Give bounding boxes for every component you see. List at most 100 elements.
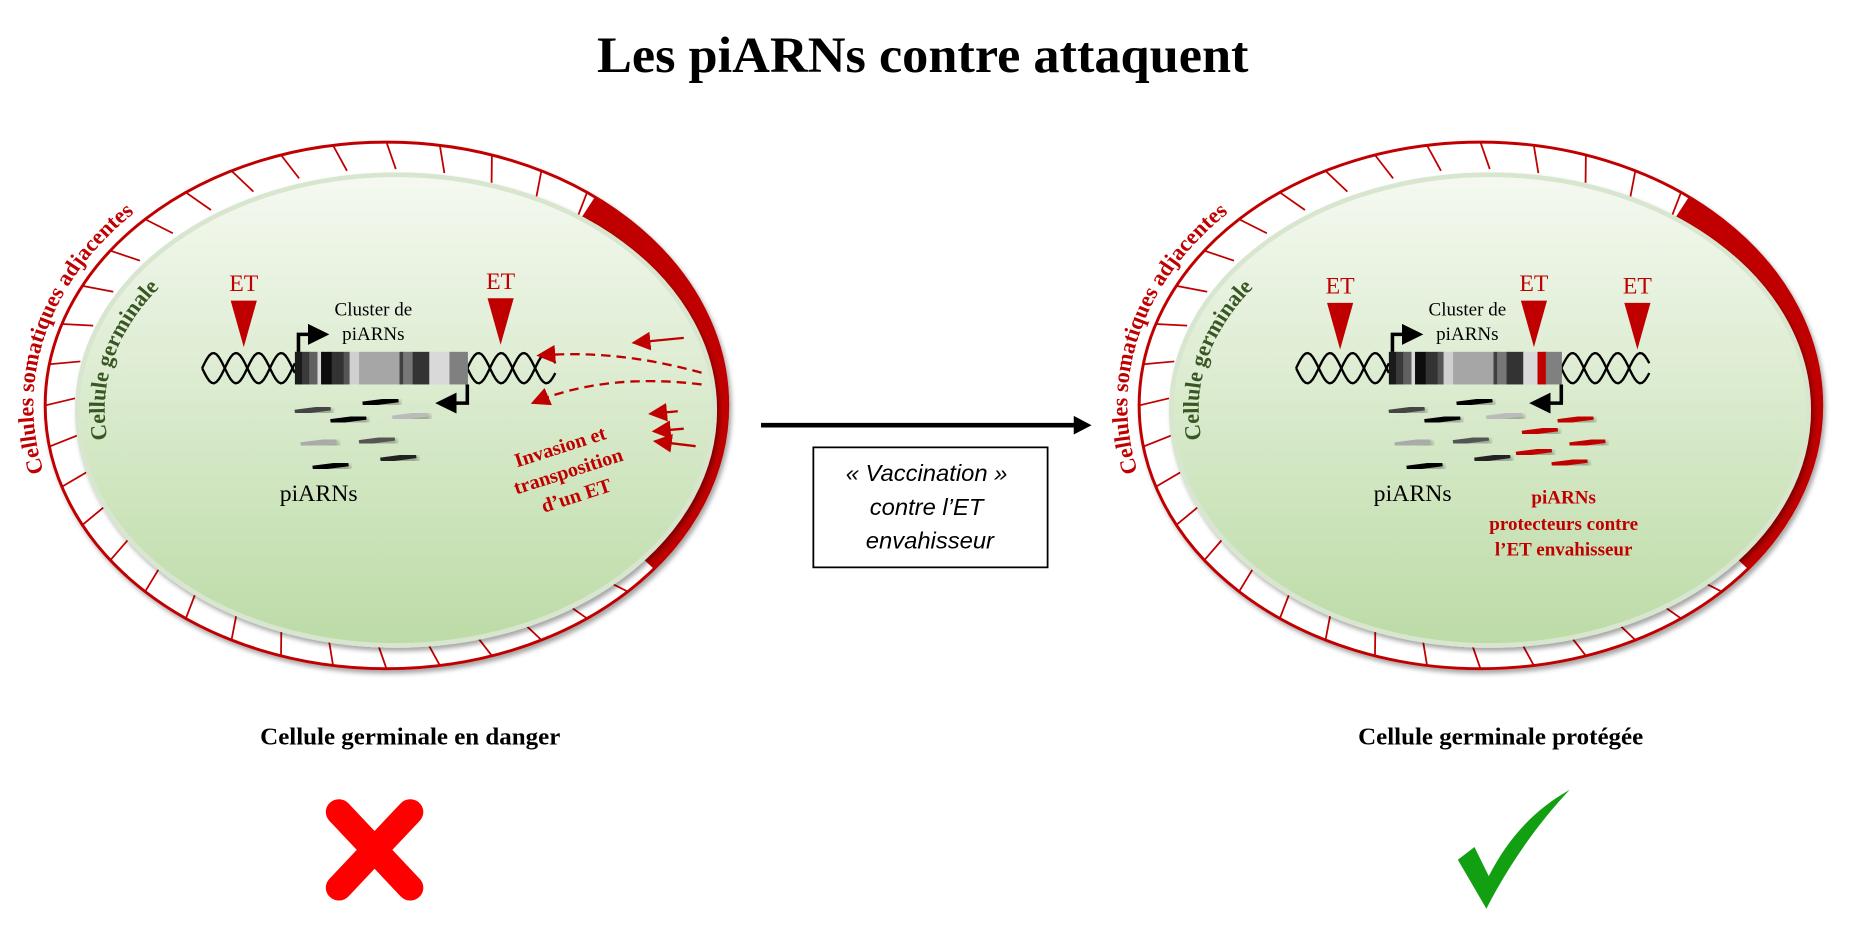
dna-strand bbox=[1295, 351, 1390, 385]
somatic-cell-divider bbox=[280, 154, 300, 179]
somatic-cell-divider bbox=[185, 592, 197, 619]
cluster-segment bbox=[1497, 351, 1508, 385]
cluster-segment bbox=[1437, 351, 1445, 385]
somatic-cell-divider bbox=[44, 397, 76, 407]
pirna-fragment bbox=[1456, 396, 1493, 407]
green-check-icon bbox=[1457, 789, 1570, 909]
cluster-segment bbox=[1493, 351, 1498, 385]
cluster-label-line-1: Cluster de bbox=[335, 300, 413, 321]
somatic-cell-divider bbox=[1155, 323, 1188, 327]
somatic-cell-divider bbox=[1176, 285, 1208, 293]
somatic-cell-divider bbox=[82, 285, 114, 293]
somatic-cell-divider bbox=[1175, 505, 1200, 526]
somatic-cell-divider bbox=[1203, 538, 1224, 561]
red-x-icon bbox=[325, 799, 424, 901]
cluster-segment bbox=[343, 351, 351, 385]
somatic-cell-divider bbox=[1374, 154, 1394, 179]
et-label: ET bbox=[1326, 274, 1355, 300]
right-arrow-head bbox=[1073, 415, 1092, 435]
et-insertion-marker-icon bbox=[487, 298, 514, 345]
cluster-segment bbox=[309, 351, 319, 385]
somatic-cell-divider bbox=[1279, 592, 1291, 619]
pirna-fragment bbox=[312, 461, 349, 471]
pirna-fragment bbox=[1452, 435, 1490, 446]
cluster-segment bbox=[321, 351, 333, 385]
pirna-label: piARNs bbox=[1374, 481, 1452, 507]
et-label: ET bbox=[1623, 274, 1652, 300]
new-et-insertion-segment bbox=[1537, 351, 1546, 385]
cluster-segment bbox=[429, 351, 451, 385]
vaccination-box bbox=[812, 446, 1049, 569]
germ-cell bbox=[1168, 172, 1812, 648]
cluster-segment bbox=[331, 351, 345, 385]
cluster-segment bbox=[449, 351, 468, 385]
vaccination-line-2: contre l’ET bbox=[870, 494, 985, 520]
invasion-arrow-icon bbox=[651, 420, 684, 440]
somatic-cell-divider bbox=[1155, 470, 1182, 488]
cluster-segment bbox=[403, 351, 414, 385]
somatic-cell-divider bbox=[1279, 191, 1306, 211]
cluster-segment bbox=[1425, 351, 1439, 385]
pirna-fragment bbox=[380, 452, 417, 463]
somatic-cell-divider bbox=[61, 470, 88, 488]
left-caption: Cellule germinale en danger bbox=[260, 724, 560, 751]
protective-pirna-fragment bbox=[1515, 447, 1553, 457]
invasion-arrow-icon bbox=[648, 402, 678, 422]
dna-strand bbox=[201, 351, 296, 385]
protective-pirna-fragment bbox=[1521, 426, 1559, 436]
protective-pirna-fragment bbox=[1557, 414, 1594, 425]
somatic-cell-divider bbox=[385, 141, 397, 170]
cluster-segment bbox=[399, 351, 404, 385]
somatic-cell-divider bbox=[230, 170, 255, 193]
cluster-label-line-2: piARNs bbox=[342, 324, 404, 345]
protective-pirna-fragment bbox=[1569, 437, 1606, 448]
somatic-cell-divider bbox=[61, 323, 94, 327]
cluster-segment bbox=[1453, 351, 1495, 385]
svg-text:« Vaccination » contre l: « Vaccination » contre l’ET envahisseur bbox=[846, 460, 1014, 553]
somatic-cell-divider bbox=[1143, 360, 1175, 366]
somatic-cell-divider bbox=[332, 144, 348, 172]
cluster-segment bbox=[1506, 351, 1524, 385]
promoter-arrow-icon bbox=[435, 384, 470, 414]
cluster-segment bbox=[1415, 351, 1427, 385]
somatic-cell-divider bbox=[1532, 145, 1540, 174]
somatic-cell-divider bbox=[144, 567, 161, 593]
somatic-cell-divider bbox=[1324, 170, 1349, 193]
somatic-cell-divider bbox=[1204, 249, 1235, 262]
promoter-arrow-icon bbox=[1390, 323, 1424, 352]
promoter-arrow-icon bbox=[1529, 384, 1564, 414]
et-insertion-marker-icon bbox=[1520, 300, 1548, 348]
somatic-cell-divider bbox=[1238, 567, 1255, 593]
cluster-label-line-2: piARNs bbox=[1436, 324, 1498, 345]
et-label: ET bbox=[229, 271, 258, 297]
cluster-segment bbox=[1388, 351, 1397, 385]
dna-strand bbox=[466, 351, 557, 385]
pirna-fragment bbox=[300, 437, 337, 448]
cluster-segment bbox=[1411, 351, 1416, 385]
cluster-segment bbox=[1403, 351, 1413, 385]
pirna-fragment bbox=[392, 410, 429, 421]
cluster-segment bbox=[1443, 351, 1454, 385]
pirna-label: piARNs bbox=[280, 481, 358, 507]
somatic-cell-divider bbox=[49, 434, 78, 448]
dna-strand bbox=[201, 351, 296, 385]
somatic-cell-divider bbox=[144, 218, 174, 235]
somatic-cell-divider bbox=[1629, 170, 1637, 199]
vaccination-line-1: « Vaccination » bbox=[846, 460, 1008, 486]
somatic-cell-divider bbox=[1143, 434, 1172, 448]
et-insertion-marker-icon bbox=[230, 300, 257, 348]
pirna-fragment bbox=[1388, 405, 1425, 416]
somatic-cell-divider bbox=[81, 505, 106, 526]
cluster-label-line-1: Cluster de bbox=[1429, 300, 1507, 321]
somatic-cell-divider bbox=[1238, 218, 1268, 235]
invasion-arrow-icon bbox=[652, 434, 696, 453]
somatic-cell-divider bbox=[1479, 141, 1491, 170]
cluster-segment bbox=[359, 351, 401, 385]
somatic-cell-divider bbox=[1670, 192, 1682, 219]
